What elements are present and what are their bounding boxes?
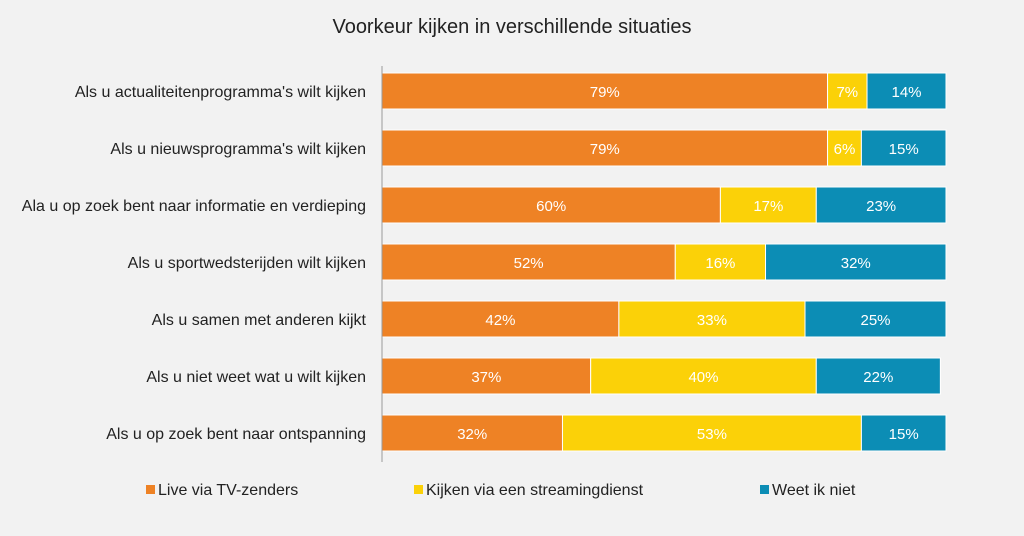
bar-value-label: 37%: [471, 369, 501, 386]
bar-segment: [381, 243, 676, 281]
bar-value-label: 32%: [841, 255, 871, 272]
bar-value-label: 79%: [590, 141, 620, 158]
bars: 79% 7% 14% 79% 6% 15% 60% 17% 23% 52% 16% 32% 42% 33%…: [381, 72, 947, 452]
bar-value-label: 16%: [705, 255, 735, 272]
bar-segment: [815, 186, 947, 224]
bar-value-label: 15%: [889, 426, 919, 443]
bar-segment: [381, 186, 721, 224]
legend-label: Live via TV-zenders: [158, 482, 298, 499]
category-label: Als u nieuwsprogramma's wilt kijken: [110, 141, 366, 158]
bar-segment: [719, 186, 817, 224]
bar-segment: [765, 243, 947, 281]
category-label: Als u samen met anderen kijkt: [152, 312, 367, 329]
bar-segment: [804, 300, 947, 338]
bar-value-label: 60%: [536, 198, 566, 215]
category-label: Als u op zoek bent naar ontspanning: [106, 426, 366, 443]
bar-value-label: 22%: [863, 369, 893, 386]
bar-value-label: 25%: [860, 312, 890, 329]
bar-value-label: 53%: [697, 426, 727, 443]
bar-segment: [866, 72, 947, 110]
category-label: Als u sportwedsterijden wilt kijken: [128, 255, 366, 272]
category-label: Als u actualiteitenprogramma's wilt kijk…: [75, 84, 366, 101]
bar-segment: [381, 129, 829, 167]
bar-segment: [590, 357, 817, 395]
category-label: Ala u op zoek bent naar informatie en ve…: [22, 198, 366, 215]
bar-segment: [381, 414, 563, 452]
bar-value-label: 42%: [485, 312, 515, 329]
bar-segment: [860, 129, 947, 167]
chart-title: Voorkeur kijken in verschillende situati…: [332, 16, 691, 38]
bar-segment: [827, 72, 868, 110]
bar-segment: [561, 414, 862, 452]
bar-segment: [815, 357, 941, 395]
bar-segment: [827, 129, 862, 167]
bar-value-label: 32%: [457, 426, 487, 443]
legend-swatch: [760, 485, 769, 494]
legend-label: Weet ik niet: [772, 482, 856, 499]
bar-segment: [618, 300, 806, 338]
bar-value-label: 23%: [866, 198, 896, 215]
bar-segment: [381, 72, 829, 110]
legend-label: Kijken via een streamingdienst: [426, 482, 644, 499]
bar-segment: [381, 300, 620, 338]
bar-value-label: 40%: [688, 369, 718, 386]
bar-value-label: 6%: [834, 141, 856, 158]
bar-value-label: 14%: [892, 84, 922, 101]
legend: Live via TV-zenders Kijken via een stream…: [146, 482, 856, 499]
bar-value-label: 17%: [753, 198, 783, 215]
bar-value-label: 15%: [889, 141, 919, 158]
bar-segment: [860, 414, 947, 452]
legend-swatch: [146, 485, 155, 494]
category-label: Als u niet weet wat u wilt kijken: [146, 369, 366, 386]
bar-value-label: 33%: [697, 312, 727, 329]
bar-value-label: 79%: [590, 84, 620, 101]
category-labels: Als u actualiteitenprogramma's wilt kijk…: [22, 84, 367, 443]
legend-swatch: [414, 485, 423, 494]
bar-value-label: 52%: [514, 255, 544, 272]
bar-value-label: 7%: [836, 84, 858, 101]
